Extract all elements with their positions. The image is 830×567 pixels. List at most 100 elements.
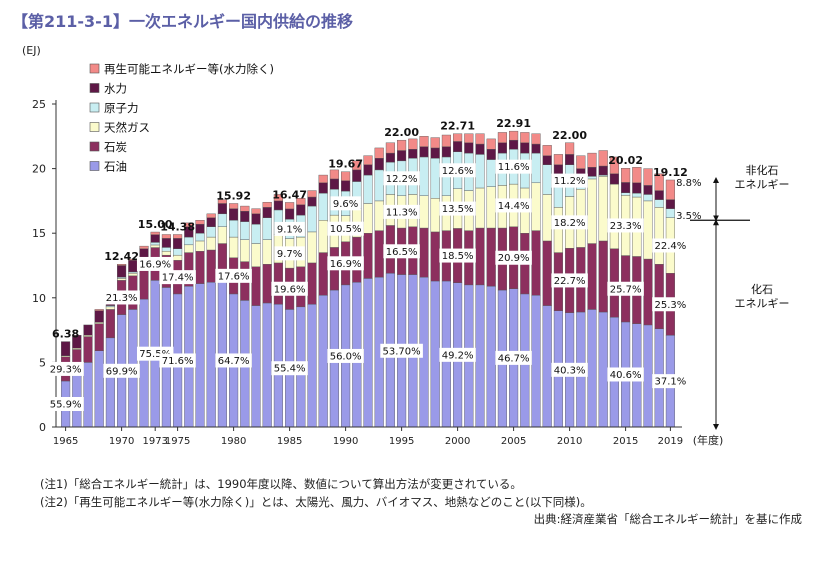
bar-renewable-1990	[341, 171, 351, 181]
bar-nuclear-2008	[542, 164, 552, 195]
bar-hydro-2012	[587, 167, 597, 177]
bar-renewable-2013	[598, 150, 608, 167]
bar-nuclear-2019	[665, 208, 675, 218]
y-axis-unit: (EJ)	[22, 44, 41, 57]
x-tick-label: 1980	[221, 436, 246, 447]
share-label-bg	[271, 361, 308, 376]
bar-renewable-2009	[553, 154, 563, 165]
legend-swatch-oil	[89, 161, 100, 171]
bar-renewable-1988	[318, 174, 328, 184]
bar-hydro-2003	[486, 149, 496, 160]
share-label: 22.7%	[554, 276, 586, 287]
bar-gas-1971	[128, 273, 138, 277]
bar-nuclear-1977	[195, 232, 205, 242]
bar-renewable-1983	[262, 201, 272, 208]
bar-gas-1987	[307, 231, 317, 264]
bar-nuclear-1974	[161, 247, 171, 252]
legend-label-oil: 石油	[104, 160, 127, 174]
share-label: 17.4%	[162, 273, 194, 284]
bar-hydro-1993	[374, 158, 384, 171]
y-tick-label: 15	[32, 227, 46, 240]
share-label: 25.7%	[610, 284, 642, 295]
bar-gas-1993	[374, 200, 384, 231]
share-label-bg	[383, 204, 420, 219]
bar-hydro-1995	[397, 150, 407, 162]
bar-oil-1979	[217, 278, 227, 428]
bar-nuclear-1988	[318, 192, 328, 221]
bar-gas-1969	[105, 306, 115, 310]
bar-coal-2018	[654, 264, 664, 330]
bar-hydro-1965	[61, 341, 71, 357]
bar-coal-1977	[195, 251, 205, 284]
bar-gas-1980	[229, 236, 239, 258]
share-label: 21.3%	[106, 293, 138, 304]
bar-gas-1981	[240, 239, 250, 262]
bar-coal-1998	[430, 231, 440, 282]
bar-gas-2012	[587, 178, 597, 244]
bar-oil-1969	[105, 337, 115, 428]
share-label: 40.6%	[610, 370, 642, 381]
share-label-bg	[327, 348, 364, 363]
bar-coal-1983	[262, 264, 272, 304]
y-tick-label: 25	[32, 98, 46, 111]
bar-hydro-2013	[598, 165, 608, 176]
share-label-bg	[380, 343, 423, 358]
share-label-bg	[551, 173, 588, 188]
share-label-bg	[274, 221, 305, 236]
bar-gas-2002	[475, 187, 485, 229]
share-label-bg	[439, 347, 476, 362]
bar-gas-1983	[262, 239, 272, 265]
bar-oil-1992	[363, 278, 373, 428]
bar-renewable-1987	[307, 190, 317, 198]
bar-gas-2009	[553, 207, 563, 253]
bar-gas-1978	[206, 236, 216, 251]
bar-renewable-1975	[173, 234, 183, 239]
bar-nuclear-1981	[240, 221, 250, 240]
total-label: 15.00	[138, 218, 173, 231]
bar-hydro-2008	[542, 155, 552, 165]
bar-hydro-2000	[453, 141, 463, 153]
bar-oil-2017	[643, 324, 653, 428]
bar-hydro-2007	[531, 143, 541, 154]
bar-gas-2008	[542, 194, 552, 242]
share-label: 37.1%	[655, 377, 687, 388]
share-label: 16.9%	[139, 259, 171, 270]
bar-hydro-2006	[520, 142, 530, 154]
share-label-bg	[327, 256, 364, 271]
total-label: 12.42	[104, 250, 139, 263]
total-label: 19.67	[328, 158, 363, 171]
bar-hydro-1988	[318, 182, 328, 194]
total-label: 20.02	[608, 154, 643, 167]
bar-renewable-2010	[565, 142, 575, 155]
x-tick-label: 2000	[445, 436, 470, 447]
share-label-bg	[271, 281, 308, 296]
bar-renewable-2015	[621, 168, 631, 183]
bar-renewable-1978	[206, 213, 216, 218]
footnotes: (注1)「総合エネルギー統計」は、1990年度以降、数値について算出方法が変更さ…	[40, 475, 592, 511]
share-label-bg	[159, 270, 196, 285]
bar-hydro-2017	[643, 185, 653, 195]
bar-renewable-2000	[453, 133, 463, 142]
bar-renewable-1985	[285, 202, 295, 210]
total-label: 22.00	[552, 129, 587, 142]
bar-renewable-1997	[419, 136, 429, 147]
share-label-bg	[47, 361, 84, 376]
share-label: 18.2%	[554, 218, 586, 229]
bar-hydro-1994	[385, 152, 395, 163]
bar-renewable-2001	[464, 133, 474, 143]
bar-renewable-1999	[441, 134, 451, 147]
bar-coal-2003	[486, 227, 496, 287]
bar-coal-1968	[94, 323, 104, 351]
bar-hydro-1985	[285, 208, 295, 220]
bar-coal-2002	[475, 227, 485, 286]
bar-renewable-1986	[296, 198, 306, 205]
bar-gas-1974	[161, 251, 171, 256]
bar-renewable-1976	[184, 222, 194, 227]
share-label: 11.6%	[498, 162, 530, 173]
bar-oil-1967	[83, 362, 93, 428]
bar-hydro-1996	[408, 149, 418, 159]
bar-renewable-1996	[408, 138, 418, 150]
share-label: 46.7%	[498, 353, 530, 364]
share-label-bg	[607, 218, 644, 233]
